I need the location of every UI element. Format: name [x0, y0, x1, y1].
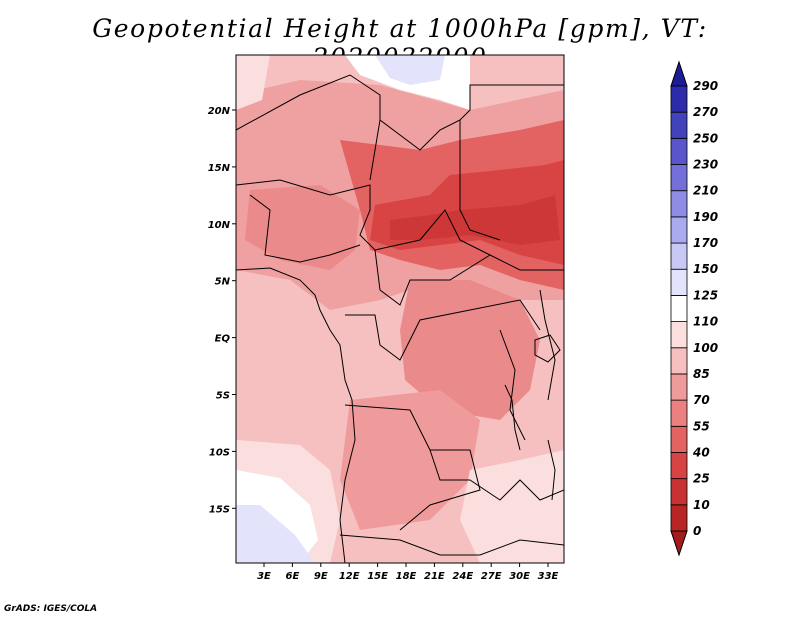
footer-credit: GrADS: IGES/COLA: [4, 604, 98, 614]
lat-tick-label: 10S: [209, 447, 230, 458]
colorbar-label: 55: [693, 419, 710, 433]
lake-tanganyika: [504, 384, 521, 451]
colorbar-label: 150: [693, 262, 718, 276]
border-chad: [369, 119, 381, 181]
colorbar-segment: [670, 452, 688, 480]
colorbar-label: 230: [693, 158, 718, 172]
border-east: [539, 289, 556, 401]
border-sudan: [459, 120, 501, 241]
colorbar-label: 110: [693, 315, 718, 329]
lon-tick-label: 27E: [481, 571, 502, 582]
lon-tick-label: 21E: [424, 571, 445, 582]
lon-tick-label: 9E: [314, 571, 328, 582]
colorbar-label: 210: [693, 184, 718, 198]
lat-tick-label: 5S: [216, 391, 230, 402]
colorbar-segment: [670, 137, 688, 165]
coastline-west: [236, 267, 356, 563]
field-blue-sw: [236, 505, 315, 563]
country-borders: [236, 74, 564, 563]
lat-tick-label: 20N: [208, 106, 231, 117]
border-south: [339, 534, 564, 556]
field-nw-band: [245, 185, 360, 270]
border-north-a: [236, 74, 564, 151]
colorbar-label: 100: [693, 341, 718, 355]
colorbar-label: 250: [693, 131, 718, 145]
colorbar-max-arrow: [670, 60, 688, 87]
colorbar-label: 190: [693, 210, 718, 224]
lat-tick-label: 15N: [208, 163, 231, 174]
colorbar-segment: [670, 85, 688, 113]
colorbar-label: 290: [693, 79, 718, 93]
field-south-patch: [340, 390, 480, 530]
lon-tick-label: 18E: [396, 571, 417, 582]
border-congo-drc: [345, 299, 541, 361]
lat-tick-label: EQ: [215, 334, 231, 345]
colorbar-segment: [670, 164, 688, 192]
field-north-blue: [375, 55, 445, 85]
colorbar-segment: [670, 216, 688, 244]
colorbar-segment: [670, 295, 688, 322]
longitude-axis: 3E 6E 9E 12E 15E 18E 21E 24E 27E 30E 33E: [257, 563, 559, 582]
field-core: [390, 195, 560, 245]
colorbar-segment: [670, 268, 688, 296]
colorbar-label: 125: [693, 288, 718, 302]
field-west-light: [236, 55, 270, 110]
colorbar-segment: [670, 347, 688, 375]
border-zambia: [429, 449, 564, 501]
lat-tick-label: 10N: [208, 220, 231, 231]
colorbar-segment: [670, 478, 688, 506]
colorbar-label: 0: [693, 524, 701, 538]
lat-tick-label: 15S: [209, 504, 230, 515]
border-nigeria: [249, 194, 361, 263]
colorbar-segment: [670, 425, 688, 453]
colorbar-segment: [670, 242, 688, 270]
lon-tick-label: 3E: [257, 571, 271, 582]
colorbar-segment: [670, 190, 688, 218]
lat-tick-label: 5N: [215, 277, 231, 288]
lon-tick-label: 15E: [367, 571, 388, 582]
colorbar-segment: [670, 111, 688, 139]
colorbar: 0 10 25 40 55 70 85 100 110 125 150 170 190 210 230 250…: [670, 60, 718, 557]
lon-tick-label: 24E: [452, 571, 473, 582]
map-frame: [235, 54, 565, 564]
colorbar-label: 40: [692, 445, 710, 459]
colorbar-label: 170: [693, 236, 718, 250]
colorbar-label: 70: [693, 393, 710, 407]
colorbar-label: 25: [693, 472, 710, 486]
latitude-axis: 20N 15N 10N 5N EQ 5S 10S 15S: [208, 106, 236, 515]
lon-tick-label: 30E: [509, 571, 530, 582]
field-se-light: [460, 450, 564, 563]
lon-tick-label: 12E: [339, 571, 360, 582]
colorbar-label: 270: [693, 105, 718, 119]
border-drc-east: [499, 329, 526, 441]
colorbar-segment: [670, 373, 688, 401]
colorbar-segment: [670, 321, 688, 349]
colorbar-segment: [670, 399, 688, 427]
colorbar-label: 10: [693, 498, 710, 512]
colorbar-segment: [670, 504, 688, 532]
lon-tick-label: 33E: [538, 571, 559, 582]
lake-malawi: [547, 439, 556, 501]
lon-tick-label: 6E: [286, 571, 300, 582]
height-field: [236, 55, 564, 563]
border-angola: [344, 404, 481, 531]
border-cmr-car: [374, 249, 491, 306]
colorbar-min-arrow: [670, 530, 688, 557]
colorbar-label: 85: [693, 367, 710, 381]
lake-victoria: [534, 334, 561, 363]
